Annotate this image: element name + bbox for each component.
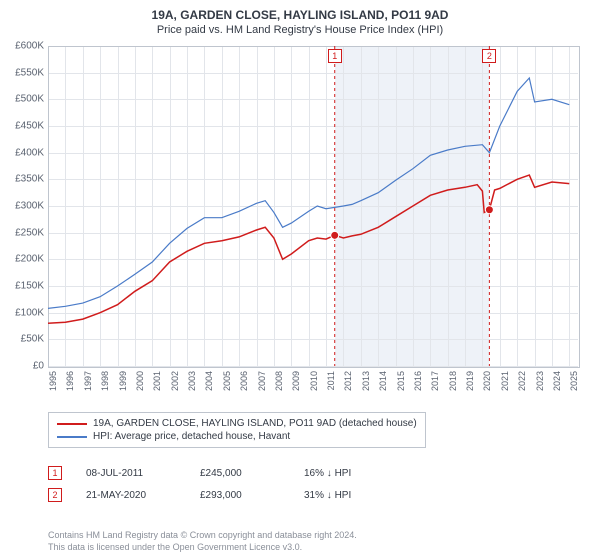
series-line: [48, 78, 569, 308]
marker-point: [485, 206, 493, 214]
footer-line1: Contains HM Land Registry data © Crown c…: [48, 530, 357, 542]
sale-date: 08-JUL-2011: [86, 468, 176, 479]
sale-delta: 31% ↓ HPI: [304, 490, 351, 501]
sale-row: 1 08-JUL-2011 £245,000 16% ↓ HPI: [48, 466, 351, 480]
marker-point: [331, 231, 339, 239]
sale-price: £245,000: [200, 468, 280, 479]
footer-attribution: Contains HM Land Registry data © Crown c…: [48, 530, 357, 553]
legend-label: 19A, GARDEN CLOSE, HAYLING ISLAND, PO11 …: [93, 418, 417, 429]
legend-label: HPI: Average price, detached house, Hava…: [93, 431, 290, 442]
legend: 19A, GARDEN CLOSE, HAYLING ISLAND, PO11 …: [48, 412, 426, 448]
sale-marker: 2: [48, 488, 62, 502]
sale-date: 21-MAY-2020: [86, 490, 176, 501]
series-line: [48, 175, 569, 323]
legend-swatch: [57, 436, 87, 438]
sale-price: £293,000: [200, 490, 280, 501]
legend-item: HPI: Average price, detached house, Hava…: [57, 430, 417, 443]
sale-row: 2 21-MAY-2020 £293,000 31% ↓ HPI: [48, 488, 351, 502]
marker-label: 1: [328, 49, 342, 63]
sale-marker: 1: [48, 466, 62, 480]
marker-label: 2: [482, 49, 496, 63]
footer-line2: This data is licensed under the Open Gov…: [48, 542, 357, 554]
legend-swatch: [57, 423, 87, 425]
legend-item: 19A, GARDEN CLOSE, HAYLING ISLAND, PO11 …: [57, 417, 417, 430]
sale-delta: 16% ↓ HPI: [304, 468, 351, 479]
